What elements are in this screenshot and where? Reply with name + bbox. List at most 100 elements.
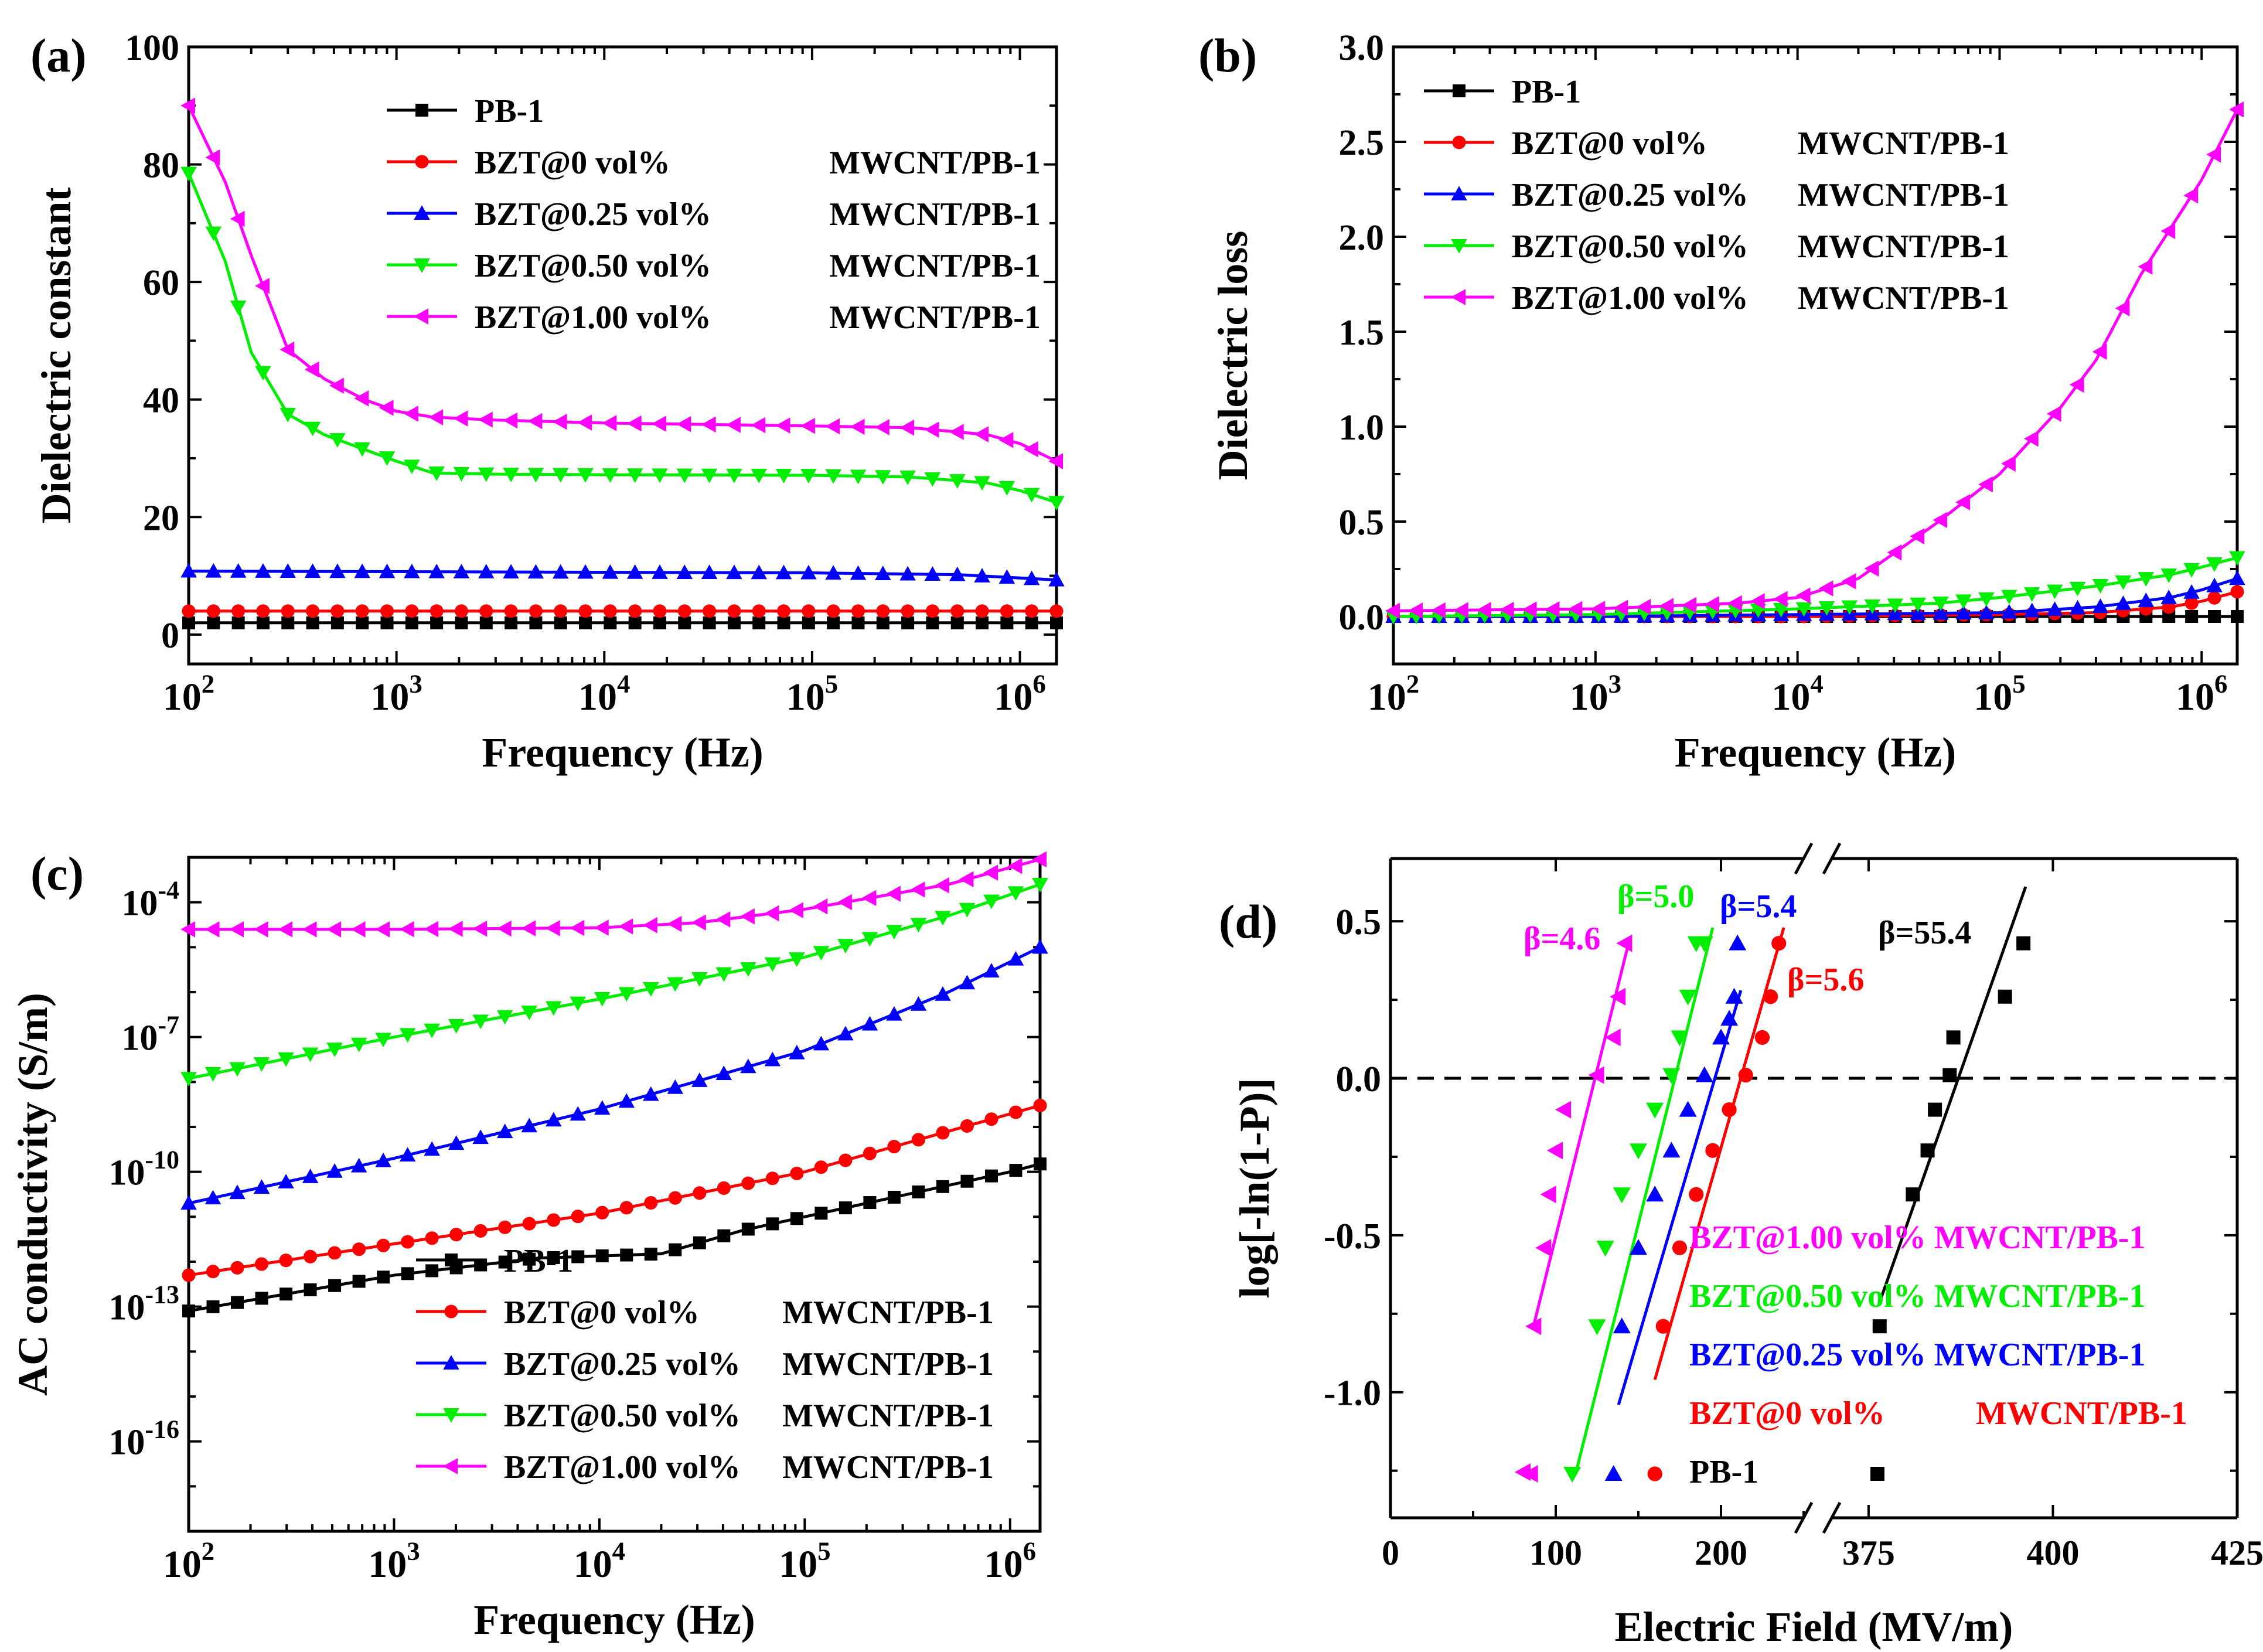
data-point	[751, 468, 767, 483]
data-point	[1818, 601, 1835, 616]
legend-label-right: MWCNT/PB-1	[829, 299, 1041, 336]
data-point	[505, 616, 518, 629]
data-point	[453, 466, 470, 482]
data-point	[2160, 590, 2177, 604]
data-point	[935, 877, 949, 894]
data-point	[1679, 1101, 1697, 1117]
data-point	[1525, 1317, 1542, 1336]
data-point	[861, 890, 877, 907]
data-point	[375, 1152, 391, 1167]
legend-label-right: MWCNT/PB-1	[1976, 1395, 2187, 1432]
data-point	[182, 616, 195, 629]
data-point	[1946, 1030, 1961, 1045]
legend-label: BZT@0.50 vol%	[504, 1398, 741, 1434]
data-point	[678, 616, 691, 629]
data-point	[974, 568, 990, 583]
data-point	[1034, 1157, 1047, 1171]
data-point	[652, 564, 668, 579]
data-point	[570, 1106, 586, 1121]
data-point	[448, 1019, 465, 1034]
data-point	[790, 1212, 803, 1225]
legend-label-right: MWCNT/PB-1	[829, 196, 1041, 233]
data-point	[545, 1001, 562, 1016]
data-point	[2160, 223, 2176, 240]
legend-label-right: MWCNT/PB-1	[782, 1449, 994, 1486]
data-point	[602, 415, 617, 431]
data-point	[350, 1157, 367, 1173]
series-0: β=4.6	[1522, 921, 1633, 1483]
data-point	[998, 569, 1015, 584]
data-point	[304, 1249, 318, 1263]
plot-frame	[187, 45, 1058, 666]
y-tick-label: 3.0	[1339, 28, 1385, 68]
data-point	[924, 566, 941, 581]
data-point	[229, 1062, 246, 1077]
data-point	[691, 914, 706, 931]
data-point	[2138, 592, 2155, 607]
legend-label: BZT@0.50 vol% MWCNT/PB-1	[1689, 1278, 2146, 1314]
data-point	[278, 1052, 294, 1067]
data-point	[306, 604, 320, 618]
data-point	[205, 921, 220, 938]
data-point	[280, 1287, 293, 1301]
data-point	[496, 1010, 513, 1025]
data-point	[496, 920, 512, 937]
data-point	[279, 1254, 293, 1268]
legend-label-right: MWCNT/PB-1	[782, 1295, 994, 1331]
data-point	[1567, 601, 1583, 618]
data-point	[1049, 604, 1064, 618]
data-point	[229, 921, 244, 938]
data-point	[984, 1169, 998, 1183]
data-point	[676, 564, 693, 579]
data-point	[182, 1268, 196, 1282]
data-point	[521, 920, 536, 936]
x-tick-label: 425	[2211, 1534, 2263, 1572]
data-point	[1955, 494, 1970, 510]
data-point	[350, 1037, 367, 1052]
data-point	[602, 468, 619, 483]
data-point	[741, 1176, 755, 1190]
panel-a: (a) 102 103 104 105 106 0 20 40 60 80 100 Frequency…	[30, 28, 1065, 776]
data-point	[667, 977, 684, 992]
data-point	[1906, 1187, 1920, 1202]
series-1	[182, 1098, 1047, 1282]
data-point	[328, 1279, 342, 1292]
data-point	[1933, 605, 1949, 620]
x-axis-title: Electric Field (MV/m)	[1615, 1603, 2013, 1650]
data-point	[527, 564, 544, 579]
data-point	[1048, 453, 1063, 469]
data-point	[863, 1146, 877, 1160]
series-4	[1385, 101, 2244, 619]
data-point	[352, 1275, 366, 1288]
data-point	[751, 564, 767, 580]
data-point	[740, 1058, 756, 1074]
data-point	[430, 604, 444, 618]
legend-marker	[414, 205, 430, 220]
data-point	[1588, 1066, 1604, 1084]
data-point	[354, 563, 370, 578]
legend-label-right: MWCNT/PB-1	[829, 145, 1041, 181]
data-point	[813, 946, 830, 961]
data-point	[472, 1014, 489, 1030]
y-axis-title: Dielectric loss	[1209, 231, 1256, 481]
data-point	[2185, 610, 2199, 623]
data-point	[253, 921, 268, 938]
data-point	[814, 1207, 828, 1220]
data-point	[328, 1246, 342, 1260]
y-tick-label: 2.5	[1339, 123, 1385, 163]
data-point	[448, 921, 463, 937]
data-point	[1920, 1143, 1935, 1158]
data-point	[676, 468, 693, 483]
x-tick-label: 105	[1974, 669, 2025, 718]
data-point	[1662, 1068, 1681, 1084]
data-point	[498, 1255, 512, 1269]
legend-label: BZT@0.25 vol%	[1512, 177, 1749, 213]
data-point	[304, 421, 321, 437]
data-point	[231, 1296, 244, 1309]
legend-label: BZT@0 vol%	[1689, 1395, 1885, 1432]
data-point	[693, 1236, 706, 1249]
data-point	[1729, 934, 1747, 951]
data-point	[254, 1257, 269, 1271]
data-point	[253, 1057, 270, 1072]
data-point	[1604, 1028, 1621, 1047]
